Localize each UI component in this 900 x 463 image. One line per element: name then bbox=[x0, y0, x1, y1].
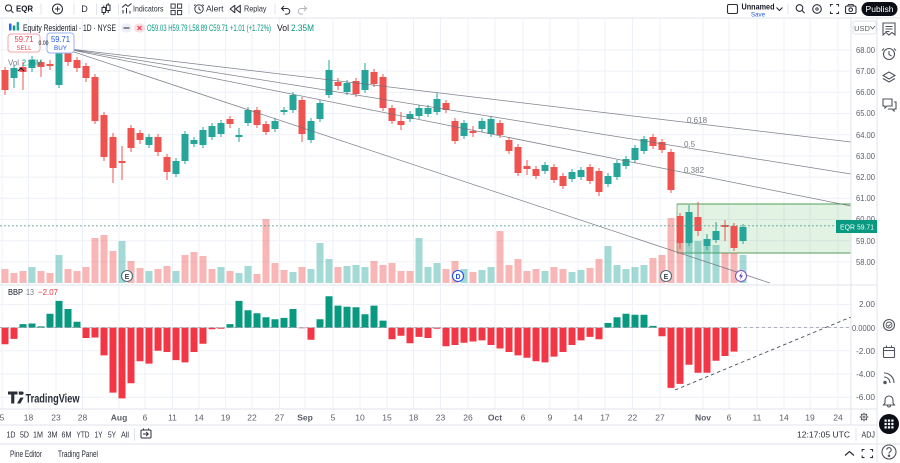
svg-text:ADJ: ADJ bbox=[862, 430, 876, 440]
svg-text:22: 22 bbox=[247, 413, 257, 423]
svg-text:Replay: Replay bbox=[244, 4, 267, 14]
svg-text:BUY: BUY bbox=[54, 45, 68, 52]
svg-text:67.00: 67.00 bbox=[856, 66, 875, 76]
svg-text:Pine Editor: Pine Editor bbox=[10, 449, 42, 459]
svg-text:68.00: 68.00 bbox=[856, 45, 875, 55]
svg-text:O59.03 H59.79 L58.89 C59.71 +1: O59.03 H59.79 L58.89 C59.71 +1.01 (+1.72… bbox=[147, 23, 271, 33]
svg-text:Trading Panel: Trading Panel bbox=[58, 449, 98, 459]
svg-text:59.71: 59.71 bbox=[15, 35, 35, 44]
svg-text:Sep: Sep bbox=[297, 413, 313, 423]
svg-text:Oct: Oct bbox=[488, 413, 502, 423]
svg-text:3M: 3M bbox=[48, 430, 58, 440]
svg-text:5D: 5D bbox=[20, 430, 29, 440]
svg-text:0.5: 0.5 bbox=[684, 140, 696, 149]
svg-text:-2.00: -2.00 bbox=[856, 346, 875, 356]
svg-text:60.00: 60.00 bbox=[856, 214, 875, 224]
svg-text:2.00: 2.00 bbox=[859, 299, 875, 309]
svg-text:19: 19 bbox=[805, 413, 815, 423]
svg-text:12:17:05 UTC: 12:17:05 UTC bbox=[797, 430, 850, 440]
svg-text:9: 9 bbox=[548, 413, 553, 423]
svg-text:18: 18 bbox=[409, 413, 419, 423]
svg-text:17: 17 bbox=[600, 413, 610, 423]
svg-text:5Y: 5Y bbox=[108, 430, 116, 440]
svg-text:22: 22 bbox=[628, 413, 638, 423]
svg-text:Indicators: Indicators bbox=[133, 4, 164, 14]
svg-text:11: 11 bbox=[753, 413, 762, 423]
svg-text:0.0000: 0.0000 bbox=[852, 323, 875, 333]
svg-text:BBP: BBP bbox=[8, 287, 23, 297]
svg-text:1D: 1D bbox=[7, 430, 16, 440]
svg-text:1M: 1M bbox=[33, 430, 43, 440]
svg-text:66.00: 66.00 bbox=[856, 87, 875, 97]
svg-text:59.71: 59.71 bbox=[51, 35, 71, 44]
svg-text:Vol: Vol bbox=[8, 59, 19, 68]
svg-text:D: D bbox=[455, 274, 460, 281]
svg-text:2.35M: 2.35M bbox=[22, 59, 42, 68]
svg-text:59.71: 59.71 bbox=[857, 223, 874, 232]
svg-text:5: 5 bbox=[331, 413, 336, 423]
svg-text:2.35M: 2.35M bbox=[291, 23, 314, 33]
svg-text:59.00: 59.00 bbox=[856, 236, 875, 246]
svg-text:Nov: Nov bbox=[695, 413, 711, 423]
svg-text:58.00: 58.00 bbox=[856, 257, 875, 267]
svg-text:23: 23 bbox=[51, 413, 61, 423]
svg-text:Equity Residential · 1D · NYSE: Equity Residential · 1D · NYSE bbox=[23, 23, 116, 34]
svg-text:6: 6 bbox=[143, 413, 148, 423]
svg-text:-6.00: -6.00 bbox=[856, 392, 875, 402]
svg-text:Unnamed: Unnamed bbox=[742, 2, 775, 12]
svg-text:14: 14 bbox=[779, 413, 789, 423]
svg-text:6: 6 bbox=[727, 413, 732, 423]
svg-text:All: All bbox=[121, 430, 129, 440]
svg-text:18: 18 bbox=[24, 413, 34, 423]
svg-text:26: 26 bbox=[463, 413, 473, 423]
svg-text:5: 5 bbox=[0, 413, 5, 423]
svg-text:D: D bbox=[81, 4, 88, 14]
svg-text:6: 6 bbox=[521, 413, 526, 423]
svg-text:-4.00: -4.00 bbox=[856, 369, 875, 379]
svg-text:TradingView: TradingView bbox=[26, 394, 80, 406]
svg-text:14: 14 bbox=[194, 413, 204, 423]
svg-text:SELL: SELL bbox=[17, 45, 32, 52]
svg-text:27: 27 bbox=[655, 413, 665, 423]
svg-text:1Y: 1Y bbox=[95, 430, 103, 440]
svg-text:Alert: Alert bbox=[206, 4, 224, 14]
svg-text:10: 10 bbox=[355, 413, 365, 423]
svg-text:Save: Save bbox=[751, 13, 766, 19]
svg-text:6M: 6M bbox=[62, 430, 72, 440]
svg-text:USD: USD bbox=[854, 24, 870, 33]
svg-text:19: 19 bbox=[221, 413, 231, 423]
svg-text:0.382: 0.382 bbox=[684, 166, 705, 175]
svg-text:63.00: 63.00 bbox=[856, 151, 875, 161]
svg-text:13: 13 bbox=[26, 287, 34, 297]
svg-text:−2.07: −2.07 bbox=[38, 287, 58, 297]
svg-text:0.00: 0.00 bbox=[39, 41, 50, 47]
svg-text:Aug: Aug bbox=[111, 413, 128, 423]
svg-text:YTD: YTD bbox=[77, 430, 90, 440]
svg-text:62.00: 62.00 bbox=[856, 172, 875, 182]
svg-text:E: E bbox=[125, 274, 130, 281]
svg-text:E: E bbox=[664, 274, 669, 281]
svg-text:0.618: 0.618 bbox=[687, 116, 708, 125]
svg-text:Vol: Vol bbox=[277, 23, 289, 33]
svg-text:61.00: 61.00 bbox=[856, 193, 875, 203]
svg-text:Publish: Publish bbox=[866, 4, 894, 14]
svg-text:14: 14 bbox=[573, 413, 583, 423]
svg-text:15: 15 bbox=[382, 413, 392, 423]
svg-text:65.00: 65.00 bbox=[856, 108, 875, 118]
svg-text:EQR: EQR bbox=[16, 4, 33, 14]
svg-text:64.00: 64.00 bbox=[856, 130, 875, 140]
svg-text:28: 28 bbox=[78, 413, 88, 423]
svg-text:EQR: EQR bbox=[840, 223, 856, 232]
svg-text:27: 27 bbox=[275, 413, 285, 423]
svg-text:11: 11 bbox=[168, 413, 177, 423]
svg-text:24: 24 bbox=[833, 413, 843, 423]
svg-text:23: 23 bbox=[436, 413, 446, 423]
